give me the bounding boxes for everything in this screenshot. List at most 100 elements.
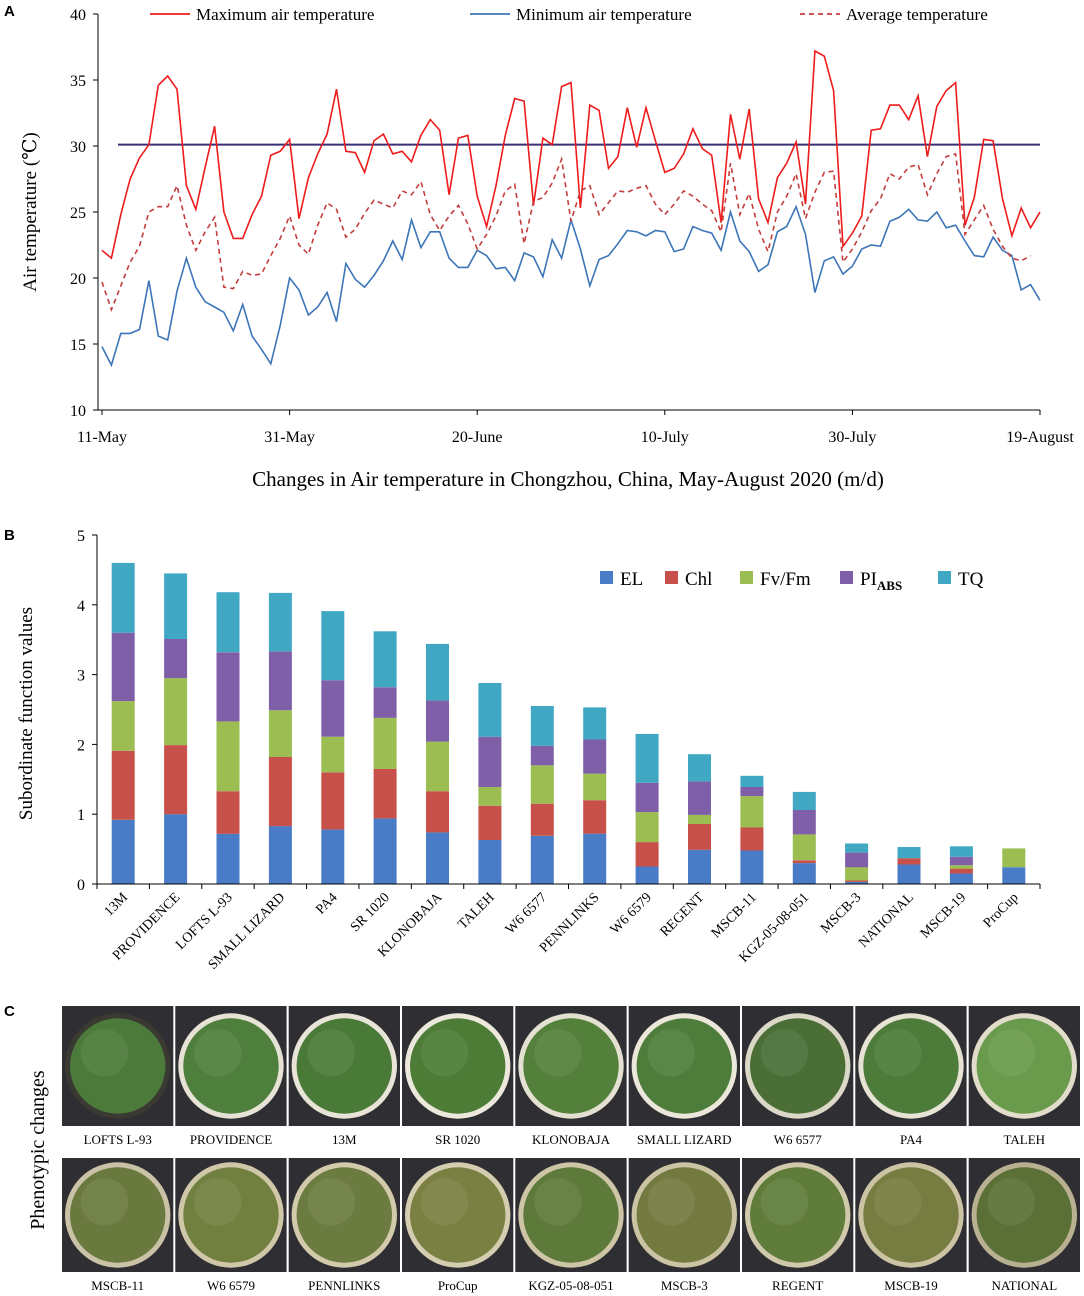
photo-label: KGZ-05-08-051 [528, 1278, 613, 1293]
bar-chl-15 [897, 858, 921, 865]
photo-label: NATIONAL [991, 1278, 1057, 1293]
row1-cell: KLONOBAJA [515, 1006, 627, 1147]
bar-tq-10 [635, 733, 659, 783]
turfgrass-sample [636, 1167, 732, 1263]
bar-tq-12 [740, 775, 764, 787]
legend-label-0: EL [620, 569, 643, 590]
bar-el-8 [530, 835, 554, 884]
turfgrass-sample [523, 1018, 619, 1114]
photo-label: 13M [332, 1132, 357, 1147]
turfgrass-sample [410, 1167, 506, 1263]
x-axis-title: Changes in Air temperature in Chongzhou,… [252, 467, 884, 491]
bar-tq-7 [478, 683, 502, 737]
photo-label: MSCB-11 [91, 1278, 144, 1293]
bar-fv-fm-12 [740, 796, 764, 828]
legend-label-1: Chl [685, 569, 712, 590]
bar-tq-4 [321, 611, 345, 681]
row2-cell: REGENT [742, 1158, 854, 1293]
photo-label: ProCup [438, 1278, 478, 1293]
grass-highlight [307, 1029, 355, 1077]
legend-label-1: Minimum air temperature [516, 5, 692, 24]
bar-chl-8 [530, 803, 554, 836]
bar-el-6 [426, 832, 449, 884]
bar-tq-6 [426, 643, 449, 701]
series-line-0 [101, 49, 1041, 260]
x-tick-label: 20-June [452, 429, 503, 446]
bar-fv-fm-0 [111, 701, 135, 751]
grass-highlight [194, 1178, 242, 1226]
photo-label: KLONOBAJA [532, 1132, 611, 1147]
row2-cell: NATIONAL [968, 1158, 1080, 1293]
bar-chl-3 [268, 757, 292, 827]
bar-fv-fm-17 [1002, 848, 1026, 868]
photo-label: PROVIDENCE [190, 1132, 272, 1147]
turfgrass-sample [863, 1018, 959, 1114]
bar-tq-13 [792, 791, 816, 810]
bar-fv-fm-5 [373, 717, 397, 769]
bar-chl-6 [426, 791, 449, 833]
turfgrass-sample [410, 1018, 506, 1114]
row2-cell: MSCB-11 [62, 1158, 174, 1293]
bar-tq-11 [688, 754, 711, 782]
category-label: NATIONAL [856, 890, 917, 951]
bar-chl-10 [635, 842, 659, 867]
legend-label-main: TQ [958, 569, 984, 590]
x-tick-label: 10-July [641, 429, 689, 446]
bar-tq-0 [111, 562, 135, 633]
y-tick-label: 15 [70, 337, 86, 354]
bar-el-11 [688, 849, 711, 884]
bar-chl-12 [740, 827, 764, 851]
row1-cell: PA4 [855, 1006, 967, 1147]
photo-label: REGENT [772, 1278, 823, 1293]
turfgrass-sample [183, 1018, 279, 1114]
y-axis-title: Subordinate function values [16, 607, 37, 820]
bar-el-16 [949, 873, 973, 884]
y-tick-label: 1 [77, 807, 85, 824]
row1-cell: W6 6577 [742, 1006, 854, 1147]
photo-label: MSCB-19 [884, 1278, 937, 1293]
bar-chl-9 [583, 800, 607, 834]
category-label: 13M [102, 890, 132, 920]
category-label: MSCB-11 [709, 890, 760, 941]
bar-fv-fm-4 [321, 736, 345, 773]
bar-pi-abs-4 [321, 680, 345, 737]
legend-label-main: EL [620, 569, 643, 590]
bar-chl-4 [321, 772, 345, 830]
bar-pi-abs-6 [426, 700, 449, 742]
turfgrass-sample [636, 1018, 732, 1114]
bar-pi-abs-3 [268, 651, 292, 711]
bar-tq-14 [845, 843, 869, 853]
legend-label-2: Fv/Fm [760, 569, 811, 590]
y-tick-label: 25 [70, 205, 86, 222]
y-tick-label: 35 [70, 73, 86, 90]
bar-fv-fm-3 [268, 710, 292, 757]
legend-label-main: PI [860, 569, 877, 590]
y-tick-label: 5 [77, 528, 85, 545]
bar-chl-2 [216, 791, 240, 834]
bar-pi-abs-2 [216, 652, 240, 722]
legend-swatch-0 [600, 571, 613, 584]
bar-pi-abs-5 [373, 687, 397, 718]
legend-label-3: PIABS [860, 569, 902, 593]
bar-tq-5 [373, 631, 397, 688]
photo-label: PENNLINKS [308, 1278, 380, 1293]
bar-fv-fm-14 [845, 867, 869, 881]
photo-label: MSCB-3 [661, 1278, 708, 1293]
y-tick-label: 2 [77, 737, 85, 754]
turfgrass-sample [296, 1167, 392, 1263]
bar-el-2 [216, 833, 240, 884]
phenotype-photo-grid: Phenotypic changes LOFTS L-93 PROVIDENCE 13… [27, 1006, 1080, 1293]
bar-fv-fm-1 [164, 678, 188, 746]
row2-cell: MSCB-19 [855, 1158, 967, 1293]
bar-el-17 [1002, 867, 1026, 884]
legend-swatch-3 [840, 571, 853, 584]
bar-fv-fm-6 [426, 741, 449, 792]
bar-pi-abs-0 [111, 632, 135, 702]
panel-c-letter: C [4, 1003, 15, 1020]
legend-label-main: Chl [685, 569, 712, 590]
photo-label: LOFTS L-93 [84, 1132, 152, 1147]
grass-highlight [874, 1178, 922, 1226]
bar-fv-fm-16 [949, 865, 973, 869]
